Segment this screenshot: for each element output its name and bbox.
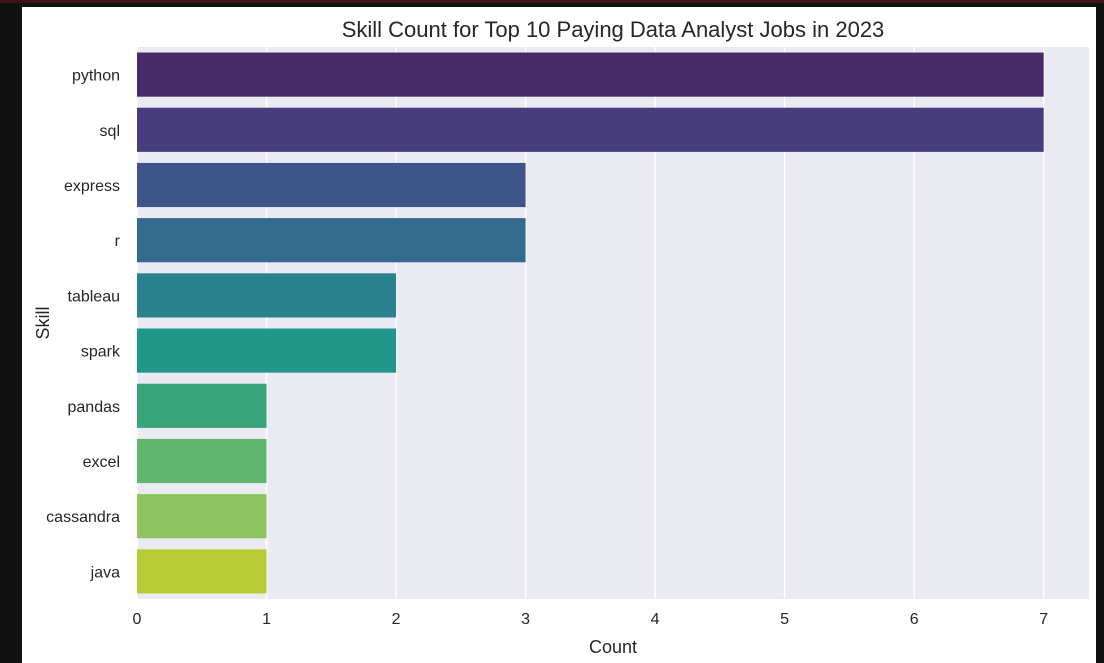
bar-tableau <box>137 273 397 318</box>
y-tick-label: pandas <box>68 399 121 416</box>
chart-title: Skill Count for Top 10 Paying Data Analy… <box>342 17 885 42</box>
bar-java <box>137 549 267 594</box>
y-tick-label: excel <box>83 454 120 471</box>
y-tick-label: tableau <box>68 288 121 305</box>
x-tick-labels: 0 1 2 3 4 5 6 7 <box>133 611 1049 628</box>
y-tick-label: spark <box>81 344 121 361</box>
y-tick-label: r <box>115 233 121 250</box>
y-tick-label: sql <box>100 123 120 140</box>
bar-r <box>137 218 526 263</box>
y-tick-label: cassandra <box>46 509 120 526</box>
bar-excel <box>137 438 267 484</box>
bar-cassandra <box>137 494 267 539</box>
x-tick-label: 1 <box>262 611 271 628</box>
bar-spark <box>137 328 397 373</box>
x-tick-label: 2 <box>392 611 401 628</box>
x-tick-label: 7 <box>1039 611 1048 628</box>
x-tick-label: 6 <box>910 611 919 628</box>
x-axis-label: Count <box>589 637 637 657</box>
x-tick-label: 4 <box>651 611 660 628</box>
y-tick-labels: python sql express r tableau spark pandas excel… <box>46 68 121 582</box>
bar-python <box>137 52 1044 97</box>
y-axis-label: Skill <box>33 306 53 339</box>
bars <box>137 52 1044 594</box>
chart-canvas: python sql express r tableau spark pandas excel… <box>22 7 1096 663</box>
x-tick-label: 3 <box>521 611 530 628</box>
y-tick-label: python <box>72 68 120 85</box>
bar-chart: python sql express r tableau spark pandas excel… <box>33 17 1089 657</box>
y-tick-label: java <box>90 564 120 581</box>
x-tick-label: 0 <box>133 611 142 628</box>
x-tick-label: 5 <box>780 611 789 628</box>
bar-pandas <box>137 383 267 428</box>
bar-sql <box>137 107 1044 152</box>
bar-express <box>137 162 526 208</box>
y-tick-label: express <box>64 178 120 195</box>
